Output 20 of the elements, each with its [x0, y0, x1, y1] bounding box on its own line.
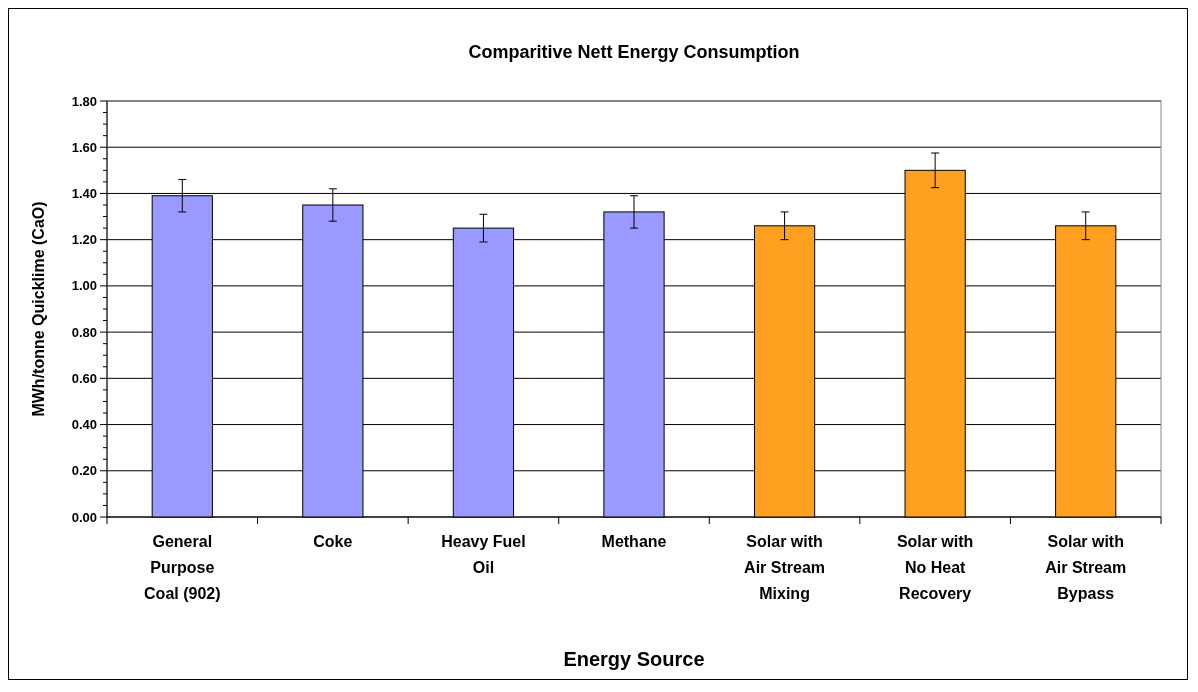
y-tick-label: 1.20	[71, 232, 97, 248]
y-tick-label: 0.60	[71, 370, 97, 386]
y-tick-label: 1.40	[71, 185, 97, 201]
y-tick-label: 0.80	[71, 324, 97, 340]
y-tick-label: 1.00	[71, 278, 97, 294]
y-tick-label: 0.00	[71, 509, 97, 525]
chart-title: Comparitive Nett Energy Consumption	[468, 42, 800, 62]
y-tick-label: 1.60	[71, 139, 97, 155]
x-tick-label: General Purpose Coal (902)	[144, 533, 221, 602]
x-tick-label: Solar with Air Stream Mixing	[744, 533, 826, 602]
y-tick-label: 0.40	[71, 417, 97, 433]
y-axis-title: MWh/tonne Quicklime (CaO)	[30, 201, 47, 417]
y-tick-label: 0.20	[71, 463, 97, 479]
x-axis-title: Energy Source	[563, 648, 705, 670]
x-tick-label: Heavy Fuel Oil	[441, 533, 526, 576]
x-tick-label: Methane	[601, 533, 667, 550]
x-tick-label: Coke	[313, 533, 353, 550]
x-tick-label: Solar with Air Stream Bypass	[1045, 533, 1127, 602]
y-tick-label: 1.80	[71, 93, 97, 109]
x-tick-label: Solar with No Heat Recovery	[896, 533, 974, 602]
